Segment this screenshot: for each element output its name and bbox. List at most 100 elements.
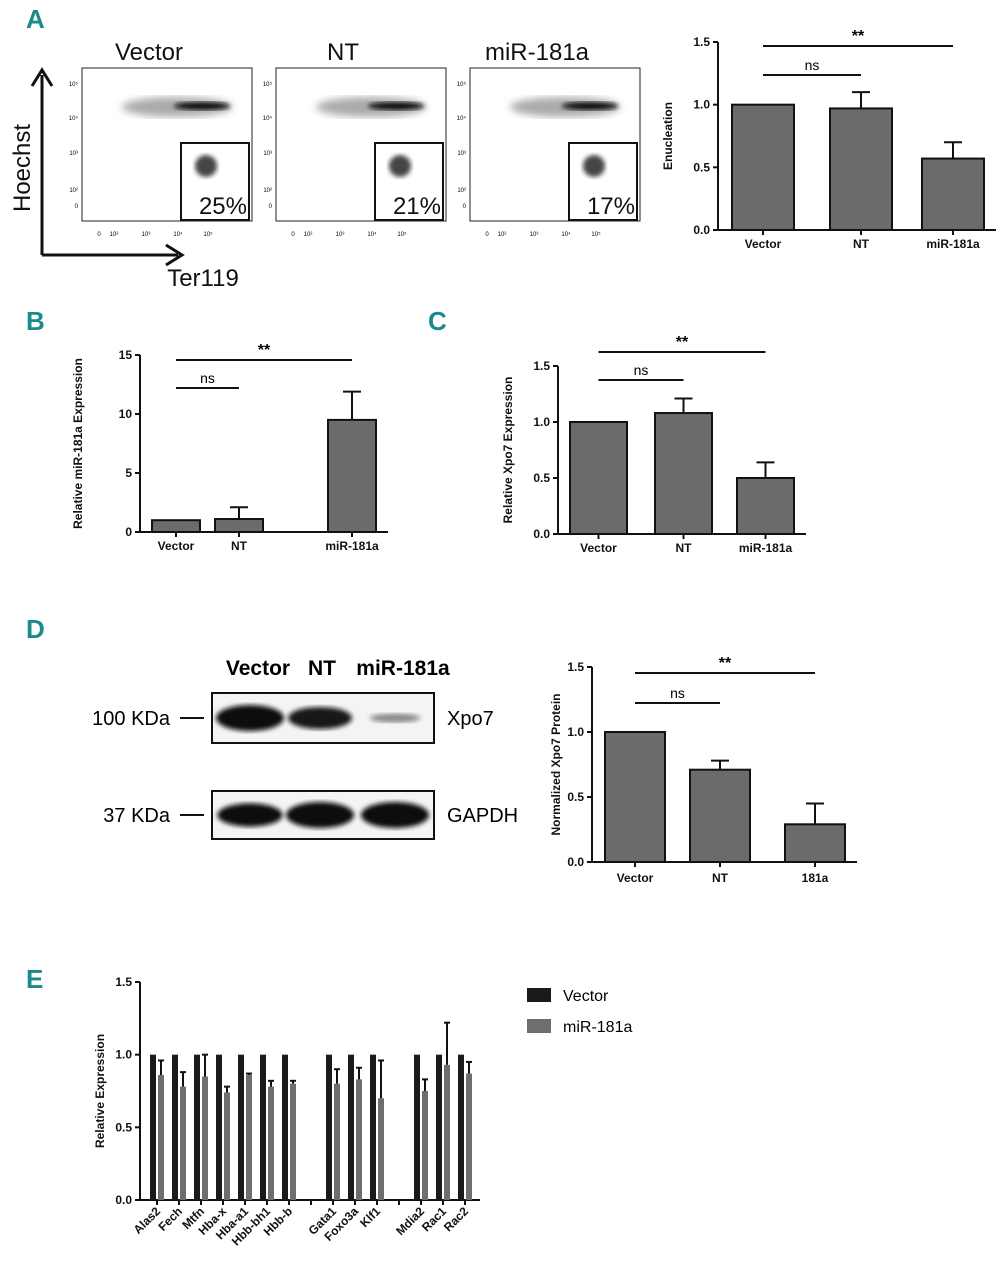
bar-vector: [436, 1054, 442, 1200]
flow-y-tick: 10⁴: [457, 115, 467, 122]
flow-y-tick: 10³: [69, 151, 78, 157]
x-tick-label: NT: [853, 237, 870, 251]
x-tick-label: Vector: [158, 539, 195, 553]
flow-x-tick: 10⁵: [397, 231, 407, 238]
flow-y-tick: 10⁵: [69, 81, 79, 88]
flow-y-tick: 10⁴: [69, 115, 79, 122]
flow-y-tick: 10²: [263, 188, 272, 194]
y-tick-label: 10: [119, 407, 133, 421]
lane-label: NT: [308, 657, 336, 680]
flow-plot-title: Vector: [115, 39, 183, 66]
flow-axes: Hoechst Ter119: [9, 67, 239, 292]
flow-x-tick: 10⁵: [203, 231, 213, 238]
legend-label: miR-181a: [563, 1019, 632, 1036]
x-tick-label: NT: [712, 871, 729, 885]
legend-swatch: [527, 1019, 551, 1033]
bar-vector: [238, 1054, 244, 1200]
flow-x-tick: 0: [485, 232, 489, 238]
significance-label: ns: [805, 57, 820, 73]
x-tick-label: Rac1: [419, 1204, 449, 1234]
flow-x-tick: 10⁵: [591, 231, 601, 238]
flow-x-tick: 0: [291, 232, 295, 238]
enucleated-gate: [568, 142, 638, 221]
flow-plot-title: miR-181a: [485, 39, 590, 66]
y-axis-label: Relative Expression: [93, 1034, 107, 1148]
flow-y-tick: 0: [463, 204, 467, 210]
gate-population: [389, 155, 411, 177]
legend-label: Vector: [563, 988, 609, 1005]
molecular-weight-marker: 100 KDa: [92, 708, 171, 730]
x-tick-label: Vector: [617, 871, 654, 885]
bar-mir-181a: [224, 1092, 230, 1200]
blot-gapdh: 37 KDa GAPDH: [103, 790, 518, 840]
flow-y-tick: 10²: [69, 188, 78, 194]
y-tick-label: 0.0: [567, 855, 584, 869]
significance-label: ns: [200, 370, 215, 386]
y-tick-label: 0.5: [115, 1120, 132, 1134]
flow-x-tick: 10²: [304, 232, 313, 238]
flow-y-tick: 10⁴: [263, 115, 273, 122]
enucleated-gate: [180, 142, 250, 221]
bar-mir-181a: [327, 418, 377, 533]
panel-label-e: E: [26, 964, 43, 994]
bar-vector: [150, 1054, 156, 1200]
y-tick-label: 0: [125, 525, 132, 539]
flow-x-tick: 10²: [110, 232, 119, 238]
bar-mir-181a: [466, 1073, 472, 1200]
protein-label: Xpo7: [447, 708, 494, 730]
y-axis-label: Relative Xpo7 Expression: [501, 377, 515, 524]
flow-y-tick: 10³: [263, 151, 272, 157]
y-tick-label: 1.5: [693, 35, 710, 49]
gate-percent: 17%: [587, 193, 635, 220]
y-tick-label: 0.5: [533, 471, 550, 485]
flow-x-tick: 10⁴: [367, 231, 377, 238]
bar-vector: [569, 421, 628, 535]
molecular-weight-marker: 37 KDa: [103, 805, 171, 827]
panel-label-a: A: [26, 4, 45, 34]
bar-mir-181a: [422, 1091, 428, 1200]
flow-y-tick: 0: [75, 204, 79, 210]
bar-vector: [348, 1054, 354, 1200]
bar-vector: [151, 519, 201, 534]
flow-density-core: [562, 102, 618, 110]
flow-y-tick: 10²: [457, 188, 466, 194]
x-tick-label: miR-181a: [325, 539, 379, 553]
bar-vector: [458, 1054, 464, 1200]
y-axis-label: Enucleation: [661, 102, 675, 170]
flow-x-tick: 0: [97, 232, 101, 238]
x-tick-label: Klf1: [357, 1204, 383, 1230]
flow-plot: miR-181a 17% 10⁵ 10⁴ 10³ 10² 0 0 10² 10³ 10⁴ 10⁵: [457, 39, 641, 238]
y-tick-label: 0.0: [533, 527, 550, 541]
bar-181a: [784, 823, 846, 863]
lane-label: Vector: [226, 657, 290, 680]
bar-vector: [370, 1054, 376, 1200]
protein-band: [286, 802, 354, 828]
flow-density-core: [368, 102, 424, 110]
flow-plot-frame: [469, 67, 641, 222]
y-tick-label: 5: [125, 466, 132, 480]
flow-plot-frame: [275, 67, 447, 222]
y-tick-label: 1.5: [533, 359, 550, 373]
bar-nt: [829, 107, 893, 231]
significance-label: ns: [670, 685, 685, 701]
lane-label: miR-181a: [356, 657, 450, 680]
y-axis-label: Normalized Xpo7 Protein: [549, 693, 563, 835]
blot-xpo7: 100 KDa Xpo7: [92, 692, 494, 744]
flow-plot-frame: [81, 67, 253, 222]
protein-band: [361, 802, 429, 828]
flow-plot: NT 21% 10⁵ 10⁴ 10³ 10² 0 0 10² 10³ 10⁴ 10⁵: [263, 39, 447, 238]
bar-mir-181a: [180, 1086, 186, 1200]
y-tick-label: 1.0: [115, 1048, 132, 1062]
bar-nt: [214, 518, 264, 534]
x-tick-label: 181a: [802, 871, 829, 885]
flow-x-tick: 10⁴: [173, 231, 183, 238]
bar-mir-181a: [334, 1083, 340, 1200]
bar-vector: [731, 103, 795, 231]
y-tick-label: 1.0: [567, 725, 584, 739]
x-tick-label: Rac2: [441, 1204, 471, 1234]
flow-x-tick: 10⁴: [561, 231, 571, 238]
flow-density-core: [174, 102, 230, 110]
